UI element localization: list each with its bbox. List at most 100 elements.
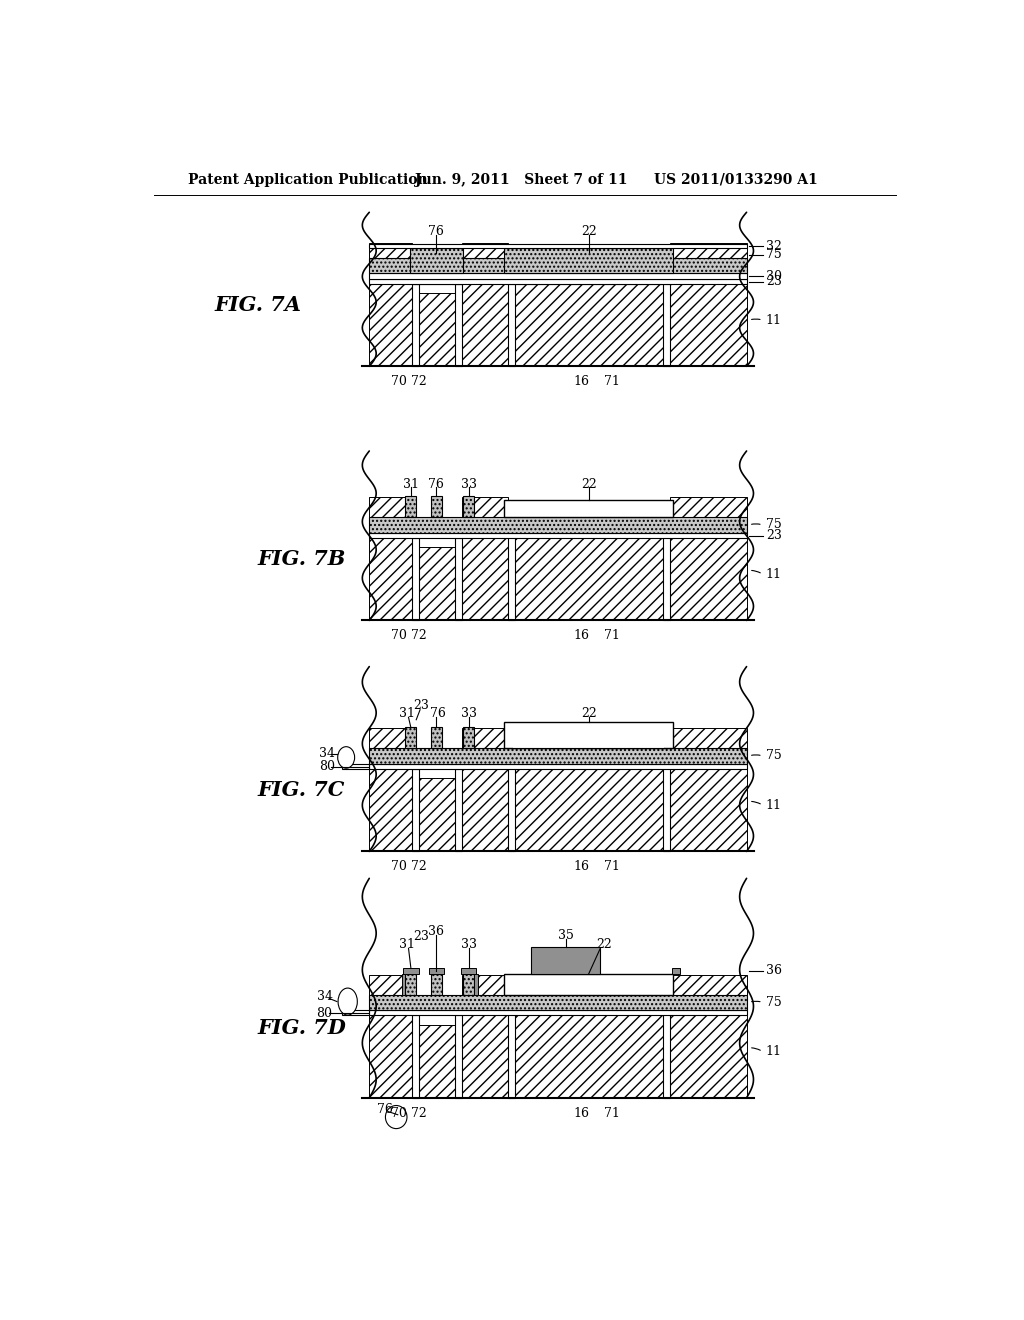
Bar: [670, 974, 746, 1098]
Text: 31: 31: [399, 708, 415, 721]
Bar: [370, 729, 412, 851]
Text: 76: 76: [428, 478, 444, 491]
Ellipse shape: [385, 1106, 407, 1129]
Text: 22: 22: [581, 224, 597, 238]
Text: 22: 22: [581, 478, 597, 491]
Text: 71: 71: [604, 630, 620, 643]
Text: 30: 30: [766, 269, 781, 282]
Text: 36: 36: [766, 964, 781, 977]
Bar: [513, 731, 665, 748]
Bar: [462, 243, 508, 367]
Bar: [461, 968, 476, 974]
Text: 34: 34: [318, 747, 335, 760]
Text: 70: 70: [391, 1106, 408, 1119]
Bar: [419, 548, 455, 620]
Ellipse shape: [338, 747, 354, 768]
Text: US 2011/0133290 A1: US 2011/0133290 A1: [654, 173, 818, 187]
Text: 23: 23: [766, 529, 781, 543]
Bar: [419, 1024, 455, 1098]
Text: 72: 72: [412, 630, 427, 643]
Text: 80: 80: [316, 1007, 333, 1019]
Bar: [663, 989, 670, 1098]
Text: 11: 11: [766, 568, 781, 581]
Text: 11: 11: [766, 799, 781, 812]
Text: 36: 36: [428, 925, 444, 939]
Text: 76: 76: [430, 708, 445, 721]
Bar: [410, 248, 463, 273]
Bar: [406, 496, 416, 517]
Text: 23: 23: [414, 931, 429, 944]
Bar: [504, 974, 674, 995]
Bar: [508, 989, 515, 1098]
Text: 72: 72: [412, 1106, 427, 1119]
Bar: [508, 742, 515, 851]
Bar: [515, 751, 663, 851]
Bar: [455, 284, 462, 367]
Text: 70: 70: [391, 861, 408, 874]
Bar: [370, 995, 746, 1010]
Bar: [672, 968, 680, 974]
Text: 16: 16: [573, 375, 589, 388]
Bar: [515, 267, 663, 367]
Bar: [370, 243, 412, 367]
Text: 72: 72: [412, 375, 427, 388]
Bar: [406, 727, 416, 748]
Bar: [455, 1015, 462, 1098]
Text: 22: 22: [581, 708, 597, 721]
Text: 75: 75: [766, 995, 781, 1008]
Bar: [370, 517, 746, 533]
Bar: [370, 257, 746, 273]
Text: 71: 71: [604, 375, 620, 388]
Bar: [370, 1010, 746, 1015]
Bar: [504, 500, 674, 517]
Bar: [370, 244, 746, 248]
Bar: [419, 779, 455, 851]
Text: 33: 33: [461, 478, 476, 491]
Text: 33: 33: [461, 939, 476, 952]
Bar: [412, 1015, 419, 1098]
Bar: [663, 257, 670, 367]
Text: 31: 31: [399, 939, 415, 952]
Bar: [508, 511, 515, 620]
Bar: [462, 498, 508, 620]
Bar: [370, 498, 412, 620]
Ellipse shape: [338, 989, 357, 1015]
Bar: [515, 998, 663, 1098]
Bar: [455, 770, 462, 851]
Bar: [663, 511, 670, 620]
Bar: [670, 498, 746, 620]
Text: 31: 31: [402, 478, 419, 491]
Bar: [431, 496, 441, 517]
Bar: [370, 763, 746, 770]
Text: 70: 70: [391, 375, 408, 388]
Text: 75: 75: [766, 750, 781, 763]
Bar: [508, 279, 670, 284]
Text: 33: 33: [461, 708, 476, 721]
Bar: [462, 729, 508, 851]
Bar: [403, 968, 419, 974]
Text: 16: 16: [573, 630, 589, 643]
Bar: [670, 243, 746, 367]
Bar: [342, 1010, 370, 1015]
Bar: [401, 974, 406, 995]
Bar: [370, 974, 412, 1098]
Text: 71: 71: [604, 1106, 620, 1119]
Text: 80: 80: [318, 760, 335, 774]
Bar: [429, 968, 444, 974]
Text: Patent Application Publication: Patent Application Publication: [188, 173, 428, 187]
Bar: [370, 532, 746, 539]
Bar: [342, 763, 370, 770]
Bar: [370, 273, 746, 279]
Text: 23: 23: [414, 700, 429, 713]
Bar: [504, 722, 674, 748]
Bar: [370, 748, 746, 763]
Bar: [419, 293, 455, 367]
Bar: [431, 974, 441, 995]
Bar: [455, 539, 462, 620]
Text: FIG. 7A: FIG. 7A: [214, 294, 301, 314]
Bar: [531, 946, 600, 974]
Bar: [463, 727, 474, 748]
Bar: [474, 974, 478, 995]
Bar: [462, 974, 508, 1098]
Text: Jun. 9, 2011   Sheet 7 of 11: Jun. 9, 2011 Sheet 7 of 11: [416, 173, 628, 187]
